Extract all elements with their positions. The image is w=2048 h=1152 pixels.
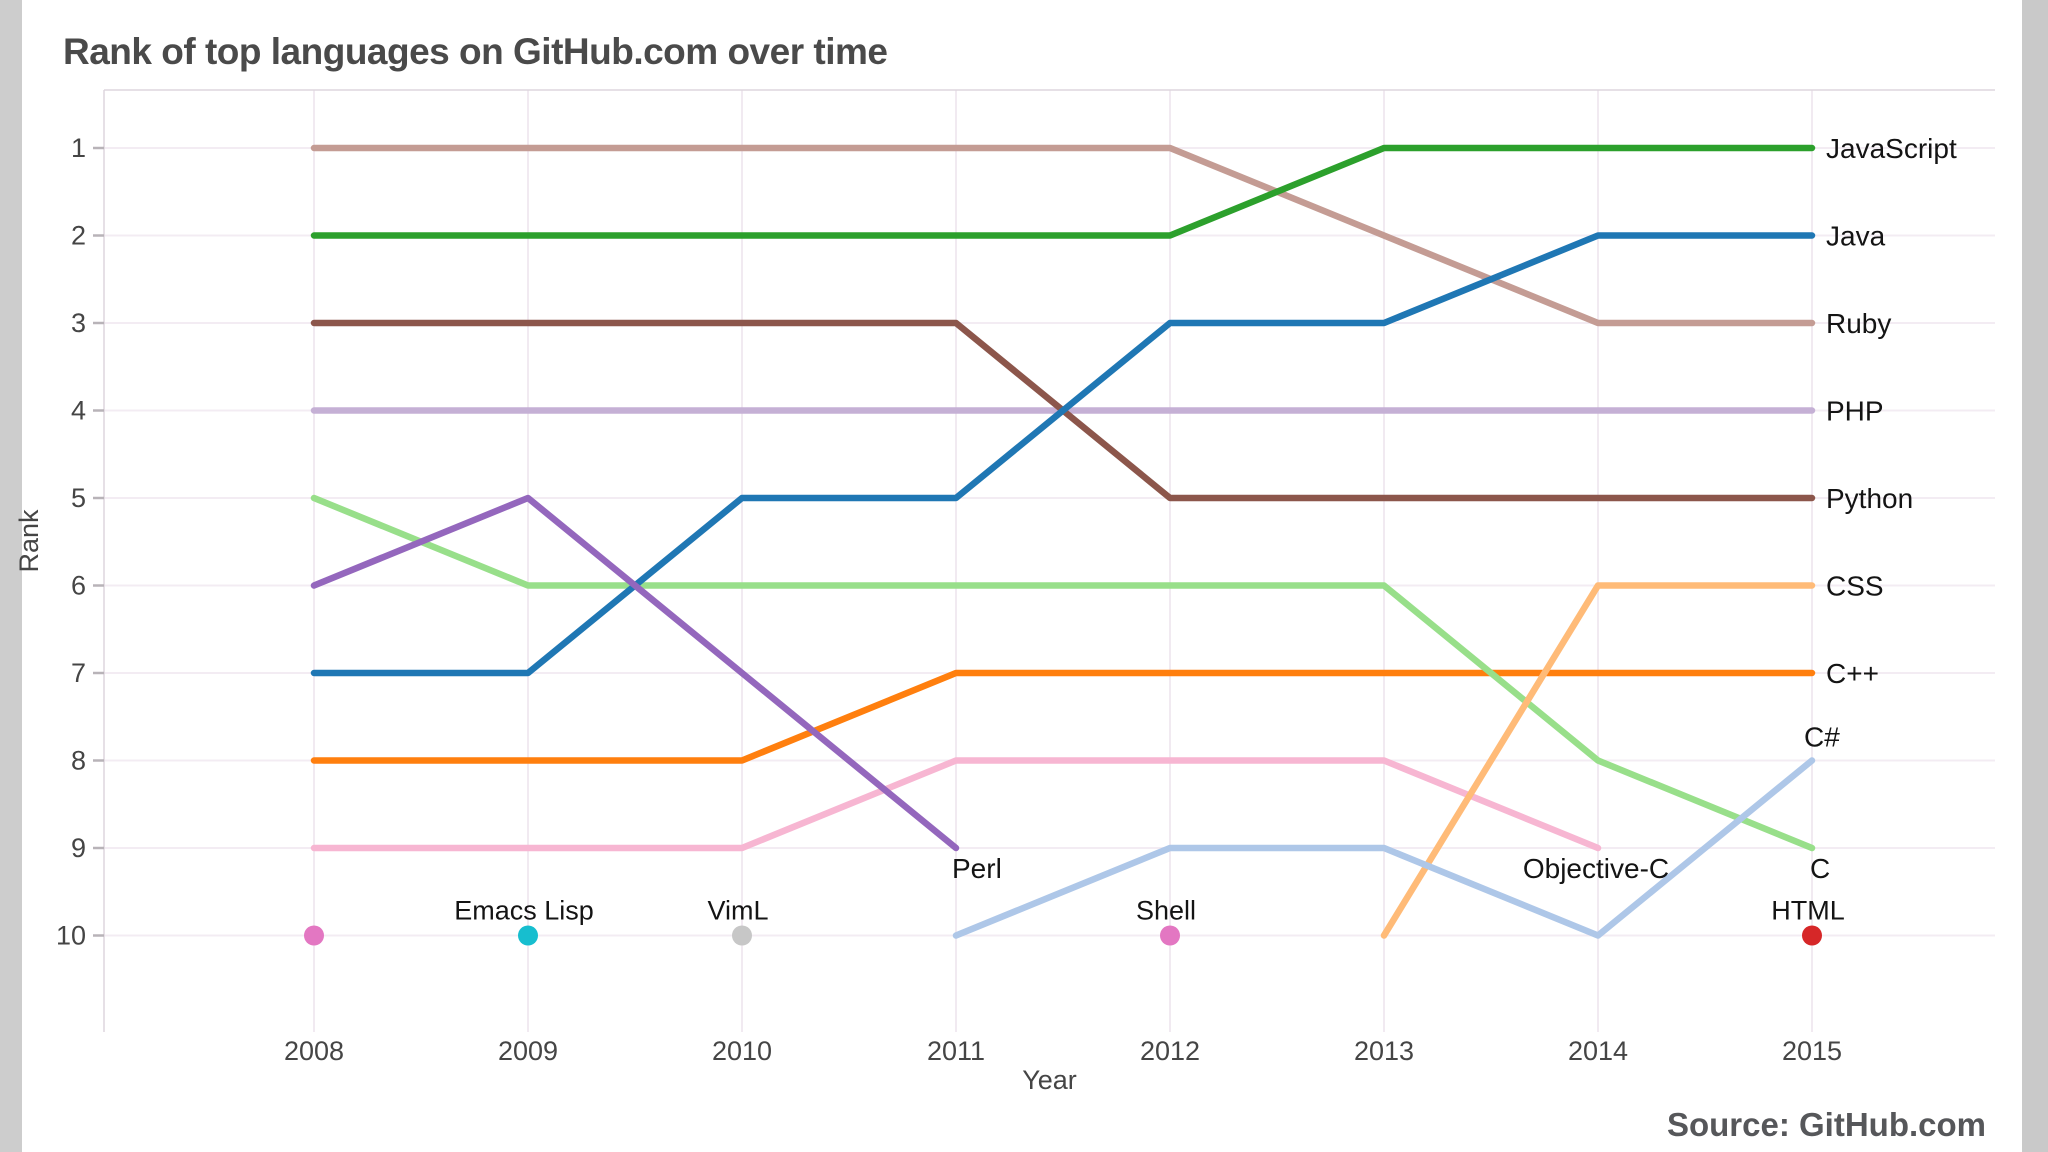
marker-label-viml: VimL <box>707 896 768 926</box>
source-caption: Source: GitHub.com <box>1666 1106 1986 1143</box>
y-tick-label-2: 2 <box>71 221 86 251</box>
series-label-css: CSS <box>1826 571 1884 602</box>
line-ruby <box>310 144 1816 327</box>
line-c <box>310 494 1816 852</box>
line-perl <box>310 494 960 852</box>
series-label-c: C <box>1810 853 1830 884</box>
x-tick-label-2013: 2013 <box>1354 1036 1414 1066</box>
y-tick-label-4: 4 <box>71 396 86 426</box>
line-css <box>1380 582 1816 939</box>
marker-label-html: HTML <box>1771 896 1845 926</box>
y-tick-label-1: 1 <box>71 133 86 163</box>
series-label-python: Python <box>1826 483 1913 514</box>
marker-dot-shell-2008 <box>304 925 324 946</box>
marker-dot-html <box>1802 925 1822 946</box>
marker-label-emacs-lisp: Emacs Lisp <box>454 896 594 926</box>
series-label-javascript: JavaScript <box>1826 133 1957 164</box>
x-tick-label-2008: 2008 <box>284 1036 344 1066</box>
y-tick-label-6: 6 <box>71 571 86 601</box>
y-tick-label-3: 3 <box>71 308 86 338</box>
series-label-cpp: C++ <box>1826 658 1879 689</box>
x-tick-label-2009: 2009 <box>498 1036 558 1066</box>
series-label-ruby: Ruby <box>1826 308 1891 339</box>
marker-label-shell: Shell <box>1136 896 1196 926</box>
y-tick-label-5: 5 <box>71 483 86 513</box>
marker-dot-shell <box>1160 925 1180 946</box>
window-edge-right <box>2022 0 2048 1152</box>
x-tick-label-2015: 2015 <box>1782 1036 1842 1066</box>
marker-dot-viml <box>732 925 752 946</box>
window-edge-left <box>0 0 22 1152</box>
x-axis-title: Year <box>1022 1065 1077 1095</box>
line-java <box>310 232 1816 677</box>
x-tick-label-2014: 2014 <box>1568 1036 1628 1066</box>
chart-title: Rank of top languages on GitHub.com over… <box>63 30 888 72</box>
x-tick-label-2010: 2010 <box>712 1036 772 1066</box>
y-axis-title: Rank <box>14 509 44 573</box>
line-csharp <box>952 757 1816 939</box>
line-cpp <box>310 669 1816 764</box>
y-tick-label-7: 7 <box>71 658 86 688</box>
series-label-perl: Perl <box>952 853 1002 884</box>
y-tick-label-10: 10 <box>56 921 86 951</box>
series-label-objective-c: Objective-C <box>1523 853 1669 884</box>
y-tick-label-8: 8 <box>71 746 86 776</box>
series-label-java: Java <box>1826 221 1886 252</box>
y-tick-label-9: 9 <box>71 833 86 863</box>
x-tick-label-2011: 2011 <box>927 1036 985 1066</box>
line-javascript <box>310 144 1816 239</box>
series-label-php: PHP <box>1826 396 1884 427</box>
line-objective-c <box>310 757 1602 852</box>
x-tick-label-2012: 2012 <box>1140 1036 1200 1066</box>
series-label-csharp: C# <box>1804 722 1840 753</box>
marker-dot-emacs-lisp <box>518 925 538 946</box>
